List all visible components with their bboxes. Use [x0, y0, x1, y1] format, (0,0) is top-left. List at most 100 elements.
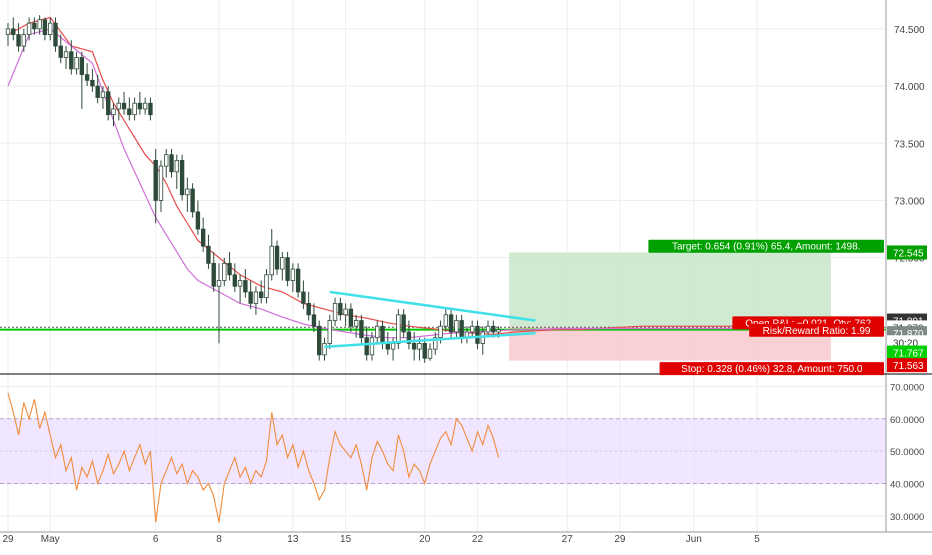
- candle-body: [243, 280, 248, 293]
- candle-body: [127, 108, 132, 116]
- candle-body: [322, 343, 327, 356]
- candle-body: [69, 51, 74, 70]
- candle-51: [274, 240, 280, 275]
- candle-40: [216, 263, 222, 344]
- candle-body: [258, 291, 264, 299]
- candle-84: [448, 309, 454, 338]
- candle-body: [369, 337, 375, 356]
- time-tick-label-8: 27: [562, 534, 574, 545]
- candle-80: [427, 343, 433, 361]
- candle-body: [417, 343, 422, 350]
- candle-1: [11, 17, 16, 41]
- price-label-bg: [887, 358, 927, 373]
- trendlines[interactable]: [324, 290, 536, 349]
- position-tool[interactable]: [509, 252, 831, 361]
- candle-83: [443, 309, 449, 332]
- rsi-tick-label-1: 60.0000: [890, 415, 924, 426]
- candle-11: [63, 46, 69, 69]
- candle-56: [301, 280, 306, 310]
- candle-15: [84, 63, 90, 87]
- candle-20: [111, 103, 116, 127]
- candle-46: [248, 280, 253, 310]
- candle-body: [390, 343, 396, 350]
- candle-18: [100, 86, 106, 109]
- candle-body: [53, 22, 58, 47]
- candle-63: [338, 297, 343, 321]
- candle-body: [42, 19, 48, 35]
- candle-body: [427, 348, 433, 359]
- candle-54: [290, 263, 296, 292]
- candle-body: [459, 320, 464, 339]
- candle-body: [106, 91, 111, 116]
- candle-70: [375, 320, 380, 344]
- candle-33: [179, 154, 185, 201]
- price-tick-label-0: 74.500: [894, 25, 925, 36]
- candle-body: [206, 245, 211, 264]
- candle-body: [401, 314, 406, 333]
- rsi-line: [7, 392, 500, 523]
- price-labels: 72.54571.89171.87071.87030:2071.76771.56…: [887, 245, 927, 373]
- candle-12: [69, 40, 74, 75]
- candle-body: [332, 302, 338, 321]
- candle-body: [100, 91, 106, 98]
- price-label-5: 71.767: [887, 345, 927, 360]
- annotation-text: Stop: 0.328 (0.46%) 32.8, Amount: 750.0: [681, 364, 863, 375]
- rsi-series-0: [7, 392, 500, 523]
- candle-body: [148, 102, 153, 116]
- candle-body: [248, 291, 253, 304]
- candle-body: [406, 331, 412, 344]
- price-label-bg: [887, 245, 927, 260]
- candle-body: [216, 280, 222, 287]
- candle-27: [148, 97, 153, 121]
- candle-23: [127, 97, 132, 121]
- candle-body: [90, 79, 95, 87]
- candle-body: [227, 262, 232, 276]
- candle-3: [21, 28, 27, 52]
- candle-body: [195, 211, 201, 230]
- price-tick-label-1: 74.000: [894, 82, 925, 93]
- candle-76: [406, 320, 412, 350]
- candle-body: [142, 102, 148, 110]
- candle-body: [232, 274, 238, 287]
- candle-7: [42, 17, 48, 41]
- candle-body: [475, 325, 480, 344]
- candle-10: [58, 34, 63, 64]
- time-tick-label-1: May: [41, 534, 60, 545]
- candle-body: [200, 228, 206, 247]
- candle-29: [158, 160, 164, 212]
- candle-36: [195, 200, 201, 235]
- time-tick-label-3: 8: [216, 534, 222, 545]
- candle-body: [306, 302, 311, 316]
- candle-body: [237, 280, 243, 287]
- candle-body: [132, 102, 137, 116]
- candle-14: [79, 51, 85, 109]
- candle-8: [48, 17, 53, 41]
- candle-60: [322, 337, 327, 361]
- candle-5: [32, 17, 37, 35]
- candle-24: [132, 97, 137, 121]
- candle-57: [306, 291, 311, 321]
- price-axis-bg: [886, 0, 932, 550]
- candle-body: [211, 262, 216, 287]
- candle-body: [79, 57, 85, 76]
- candle-50: [269, 229, 274, 281]
- candle-body: [95, 85, 100, 98]
- candle-85: [454, 314, 459, 338]
- candle-body: [496, 329, 501, 333]
- candle-69: [369, 331, 375, 361]
- candle-88: [469, 320, 475, 338]
- candle-41: [222, 257, 227, 287]
- candle-30: [164, 148, 169, 178]
- candle-45: [243, 269, 248, 298]
- candle-body: [179, 160, 185, 196]
- annotation-text: Target: 0.654 (0.91%) 65.4, Amount: 1498…: [672, 242, 860, 253]
- candle-4: [26, 17, 32, 41]
- candle-body: [63, 51, 69, 58]
- candle-37: [200, 217, 206, 252]
- price-tick-label-2: 73.500: [894, 139, 925, 150]
- price-label-text: 72.545: [893, 248, 924, 259]
- candle-body: [164, 154, 169, 167]
- candle-25: [137, 91, 143, 115]
